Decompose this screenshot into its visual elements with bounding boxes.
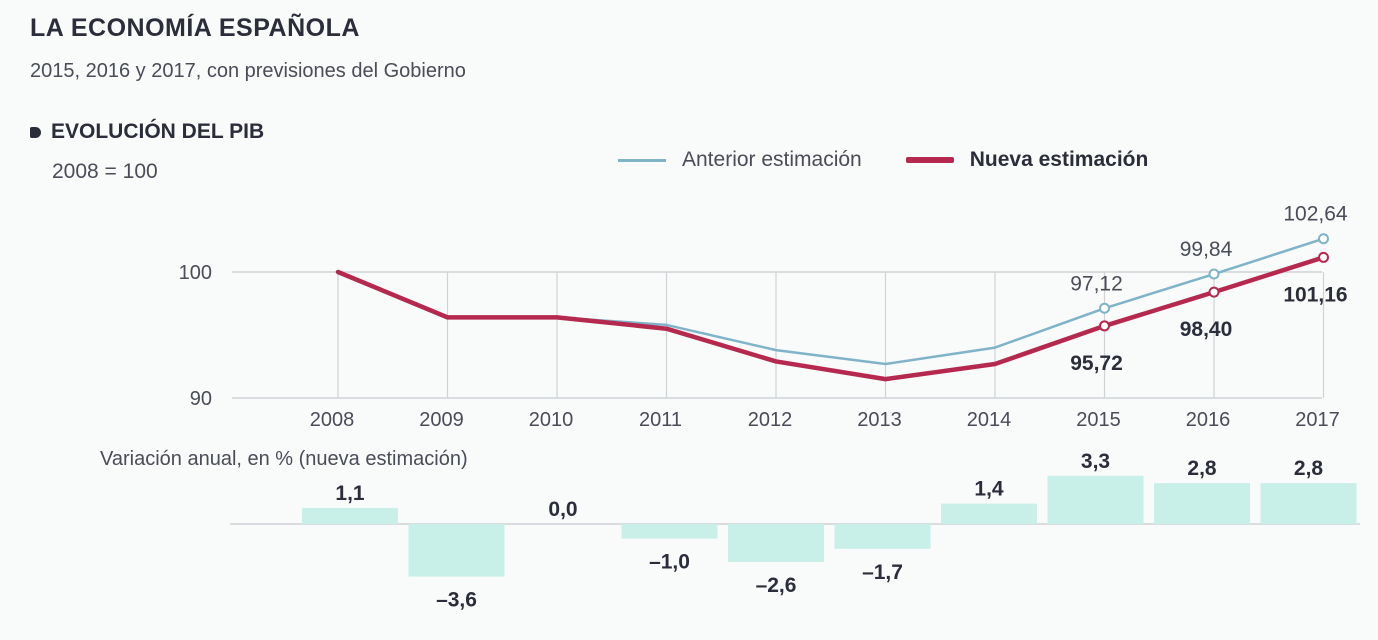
bullet-icon — [30, 126, 41, 138]
legend-item-new: Nueva estimación — [905, 148, 1149, 172]
variation-bar — [1260, 483, 1357, 524]
variation-bar — [408, 524, 505, 577]
variation-bar-label: –1,7 — [862, 561, 903, 584]
variation-bar-label: –1,0 — [649, 551, 690, 574]
legend: Anterior estimación Nueva estimación — [618, 148, 1192, 172]
x-tick-label: 2011 — [639, 409, 682, 431]
data-label-anterior: 97,12 — [1070, 272, 1123, 295]
marker-nueva — [1208, 286, 1220, 298]
marker-anterior — [1099, 302, 1110, 314]
x-tick-label: 2013 — [857, 409, 902, 431]
marker-nueva — [1099, 320, 1110, 332]
data-label-anterior: 99,84 — [1180, 238, 1233, 261]
legend-label-old: Anterior estimación — [682, 148, 862, 171]
variation-bar-label: 0,0 — [548, 498, 577, 521]
marker-nueva — [1318, 251, 1329, 263]
variation-bar-label: 1,1 — [335, 482, 365, 505]
legend-item-old: Anterior estimación — [618, 148, 862, 172]
variation-bar-label: 1,4 — [974, 478, 1004, 501]
base-index-label: 2008 = 100 — [52, 160, 158, 183]
chart-subtitle: 2015, 2016 y 2017, con previsiones del G… — [30, 60, 466, 82]
chart-title: LA ECONOMÍA ESPAÑOLA — [30, 14, 360, 42]
variation-bar-label: 3,3 — [1081, 450, 1110, 473]
section-title: EVOLUCIÓN DEL PIB — [51, 120, 265, 143]
legend-label-new: Nueva estimación — [969, 148, 1149, 171]
variation-bar — [1047, 475, 1144, 524]
data-label-nueva: 98,40 — [1180, 318, 1233, 341]
variation-bar-label: –2,6 — [756, 574, 797, 597]
x-tick-label: 2016 — [1186, 409, 1231, 431]
series-line-nueva — [335, 255, 1326, 382]
variation-label: Variación anual, en % (nueva estimación) — [100, 448, 468, 470]
variation-bar — [302, 507, 398, 524]
x-tick-label: 2009 — [419, 409, 464, 431]
variation-bar — [941, 503, 1037, 524]
marker-anterior — [1208, 268, 1220, 280]
variation-bar — [621, 524, 718, 539]
marker-anterior — [1318, 233, 1329, 245]
x-tick-label: 2012 — [748, 409, 793, 431]
legend-swatch-old — [618, 158, 666, 162]
data-label-nueva: 95,72 — [1070, 352, 1123, 375]
section-heading: EVOLUCIÓN DEL PIB — [30, 120, 264, 144]
series-line-anterior — [336, 237, 1325, 366]
legend-swatch-new — [905, 157, 954, 163]
x-tick-label: 2010 — [529, 409, 574, 431]
variation-bar-label: 2,8 — [1294, 457, 1324, 480]
variation-bar — [728, 524, 824, 562]
x-tick-label: 2017 — [1295, 409, 1340, 431]
data-label-anterior: 102,64 — [1283, 203, 1348, 226]
data-label-nueva: 101,16 — [1283, 283, 1347, 306]
x-tick-label: 2014 — [967, 409, 1012, 431]
x-tick-label: 2015 — [1076, 409, 1121, 431]
y-tick-label: 100 — [179, 262, 212, 284]
variation-bar-label: –3,6 — [436, 589, 477, 612]
variation-bar — [834, 524, 931, 549]
variation-bar-label: 2,8 — [1187, 457, 1217, 480]
variation-bar — [1154, 483, 1250, 524]
y-tick-label: 90 — [190, 388, 212, 410]
x-tick-label: 2008 — [310, 409, 355, 431]
